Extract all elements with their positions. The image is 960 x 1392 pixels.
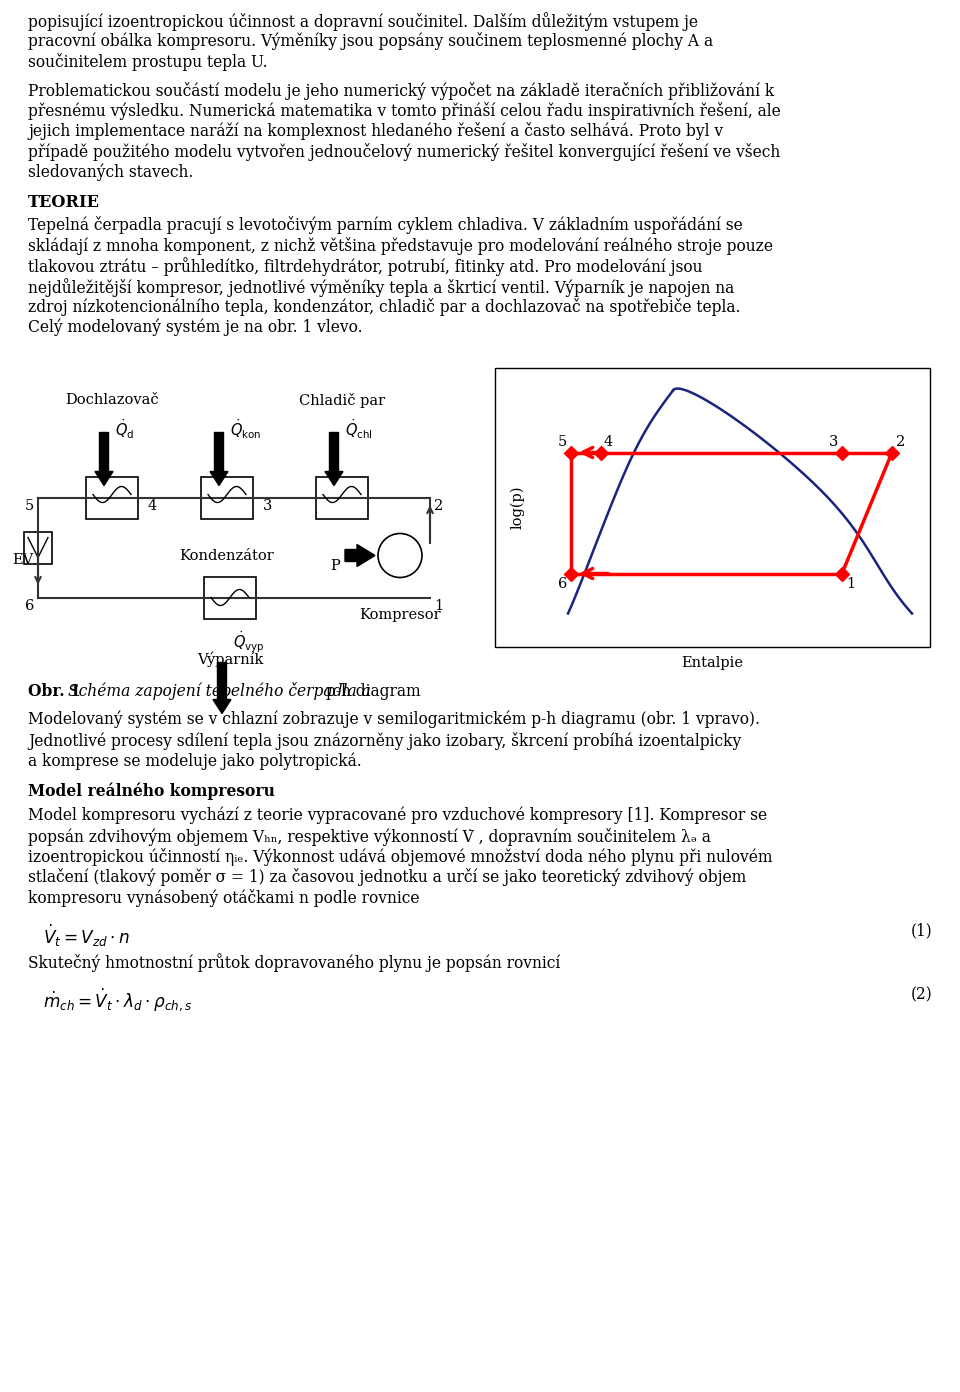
Text: $\dot{Q}_\mathrm{vyp}$: $\dot{Q}_\mathrm{vyp}$ bbox=[233, 629, 265, 656]
Text: skládají z mnoha komponent, z nichž většina představuje pro modelování reálného : skládají z mnoha komponent, z nichž větš… bbox=[28, 237, 773, 255]
Text: 2: 2 bbox=[434, 500, 444, 514]
Text: $\dot{Q}_\mathrm{d}$: $\dot{Q}_\mathrm{d}$ bbox=[115, 418, 134, 441]
Text: pracovní obálka kompresoru. Výměníky jsou popsány součinem teplosmenné plochy A : pracovní obálka kompresoru. Výměníky jso… bbox=[28, 32, 713, 50]
Text: kompresoru vynásobený otáčkami n podle rovnice: kompresoru vynásobený otáčkami n podle r… bbox=[28, 889, 420, 908]
FancyArrow shape bbox=[213, 663, 231, 714]
Text: 1: 1 bbox=[434, 600, 444, 614]
Text: $\dot{Q}_\mathrm{chl}$: $\dot{Q}_\mathrm{chl}$ bbox=[345, 418, 372, 441]
Text: (2): (2) bbox=[910, 987, 932, 1004]
Circle shape bbox=[378, 533, 422, 578]
Bar bbox=[204, 576, 256, 618]
Text: Kondenzátor: Kondenzátor bbox=[180, 550, 275, 564]
Text: 2: 2 bbox=[896, 434, 905, 448]
Text: popisující izoentropickou účinnost a dopravní součinitel. Dalším důležitým vstup: popisující izoentropickou účinnost a dop… bbox=[28, 13, 698, 31]
Text: Schéma zapojení tepelného čerpadla a: Schéma zapojení tepelného čerpadla a bbox=[68, 682, 371, 700]
Text: Jednotlivé procesy sdílení tepla jsou znázorněny jako izobary, škrcení probíhá i: Jednotlivé procesy sdílení tepla jsou zn… bbox=[28, 732, 741, 749]
Text: 4: 4 bbox=[148, 500, 157, 514]
Text: $\dot{V}_t = V_{zd} \cdot n$: $\dot{V}_t = V_{zd} \cdot n$ bbox=[43, 923, 130, 949]
Text: případě použitého modelu vytvořen jednoučelový numerický řešitel konvergující ře: případě použitého modelu vytvořen jednou… bbox=[28, 143, 780, 161]
Text: $\dot{Q}_\mathrm{kon}$: $\dot{Q}_\mathrm{kon}$ bbox=[230, 418, 261, 441]
Text: Dochlazovač: Dochlazovač bbox=[65, 393, 158, 406]
Text: Skutečný hmotnostní průtok dopravovaného plynu je popsán rovnicí: Skutečný hmotnostní průtok dopravovaného… bbox=[28, 954, 561, 972]
Text: 5: 5 bbox=[25, 500, 34, 514]
Text: zdroj nízkotencionálního tepla, kondenzátor, chladič par a dochlazovač na spotře: zdroj nízkotencionálního tepla, kondenzá… bbox=[28, 298, 740, 316]
Text: Tepelná čerpadla pracují s levotočivým parním cyklem chladiva. V základním uspoř: Tepelná čerpadla pracují s levotočivým p… bbox=[28, 217, 743, 234]
Text: (1): (1) bbox=[910, 923, 932, 940]
Text: 6: 6 bbox=[25, 600, 34, 614]
Text: log(p): log(p) bbox=[510, 486, 524, 529]
Text: EV: EV bbox=[12, 554, 33, 568]
Text: tlakovou ztrátu – průhledítko, filtrdehydrátor, potrubí, fitinky atd. Pro modelo: tlakovou ztrátu – průhledítko, filtrdehy… bbox=[28, 258, 703, 277]
Text: TEORIE: TEORIE bbox=[28, 193, 100, 212]
Text: stlačení (tlakový poměr σ = 1) za časovou jednotku a určí se jako teoretický zdv: stlačení (tlakový poměr σ = 1) za časovo… bbox=[28, 869, 746, 887]
Text: nejdůležitější kompresor, jednotlivé výměníky tepla a škrticí ventil. Výparník j: nejdůležitější kompresor, jednotlivé vým… bbox=[28, 278, 734, 296]
Text: 4: 4 bbox=[603, 434, 612, 448]
Text: Modelovaný systém se v chlazní zobrazuje v semilogaritmickém p-h diagramu (obr. : Modelovaný systém se v chlazní zobrazuje… bbox=[28, 711, 760, 728]
Text: Model kompresoru vychází z teorie vypracované pro vzduchové kompresory [1]. Komp: Model kompresoru vychází z teorie vyprac… bbox=[28, 807, 767, 824]
Text: součinitelem prostupu tepla U.: součinitelem prostupu tepla U. bbox=[28, 53, 268, 71]
Text: P: P bbox=[330, 560, 340, 574]
Text: p-h diagram: p-h diagram bbox=[326, 682, 420, 700]
Text: Obr. 1: Obr. 1 bbox=[28, 682, 81, 700]
Text: Výparník: Výparník bbox=[197, 651, 263, 667]
Text: 1: 1 bbox=[846, 578, 855, 592]
Bar bbox=[86, 476, 138, 518]
Text: Celý modelovaný systém je na obr. 1 vlevo.: Celý modelovaný systém je na obr. 1 vlev… bbox=[28, 319, 363, 337]
Bar bbox=[316, 476, 368, 518]
FancyArrow shape bbox=[345, 544, 375, 567]
Text: Entalpie: Entalpie bbox=[682, 656, 743, 670]
Text: $\dot{m}_{ch} = \dot{V}_t \cdot \lambda_d \cdot \rho_{ch,s}$: $\dot{m}_{ch} = \dot{V}_t \cdot \lambda_… bbox=[43, 987, 192, 1013]
Text: a komprese se modeluje jako polytropická.: a komprese se modeluje jako polytropická… bbox=[28, 752, 362, 770]
Bar bbox=[201, 476, 253, 518]
Text: sledovaných stavech.: sledovaných stavech. bbox=[28, 163, 193, 181]
Text: 5: 5 bbox=[558, 434, 567, 448]
FancyArrow shape bbox=[325, 433, 343, 486]
Bar bbox=[24, 532, 52, 564]
Text: Model reálného kompresoru: Model reálného kompresoru bbox=[28, 782, 275, 800]
Text: přesnému výsledku. Numerická matematika v tomto přináší celou řadu inspirativníc: přesnému výsledku. Numerická matematika … bbox=[28, 102, 780, 120]
Text: jejich implementace naráží na komplexnost hledaného řešení a často selhává. Prot: jejich implementace naráží na komplexnos… bbox=[28, 122, 723, 141]
Text: izoentropickou účinností ηᵢₑ. Výkonnost udává objemové množství doda ného plynu : izoentropickou účinností ηᵢₑ. Výkonnost … bbox=[28, 848, 773, 866]
Text: popsán zdvihovým objemem Vₕₙ, respektive výkonností V̇ , dopravním součinitelem : popsán zdvihovým objemem Vₕₙ, respektive… bbox=[28, 827, 710, 845]
Text: 3: 3 bbox=[263, 500, 273, 514]
Text: 6: 6 bbox=[558, 578, 567, 592]
Bar bbox=[495, 367, 930, 646]
Text: Problematickou součástí modelu je jeho numerický výpočet na základě iteračních p: Problematickou součástí modelu je jeho n… bbox=[28, 82, 775, 99]
Text: Chladič par: Chladič par bbox=[299, 393, 385, 408]
FancyArrow shape bbox=[210, 433, 228, 486]
Text: 3: 3 bbox=[828, 434, 838, 448]
FancyArrow shape bbox=[95, 433, 113, 486]
Text: Kompresor: Kompresor bbox=[359, 607, 441, 621]
